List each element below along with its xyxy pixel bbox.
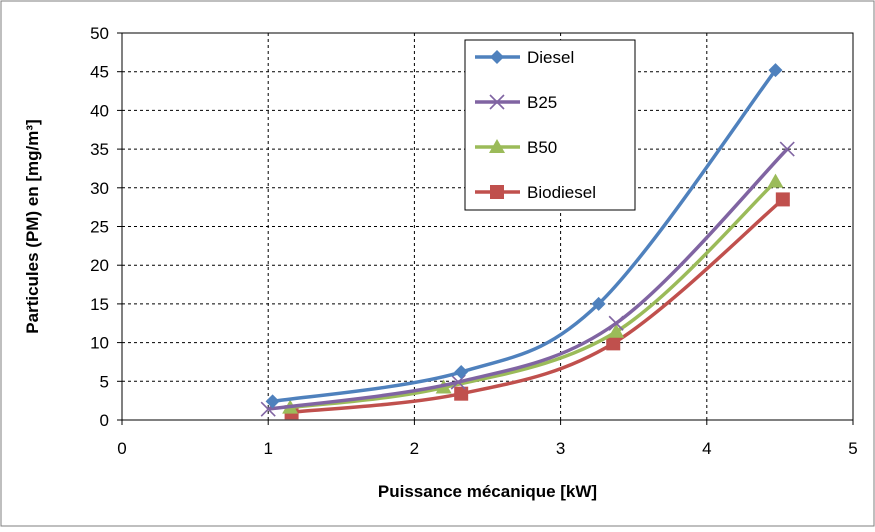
legend-box (464, 39, 636, 211)
data-point (591, 296, 606, 311)
data-point (450, 374, 466, 390)
x-tick-label: 2 (410, 439, 419, 458)
data-point (608, 323, 625, 338)
series-line (291, 198, 784, 414)
legend-marker (489, 94, 505, 110)
legend-label: Biodiesel (527, 183, 596, 202)
legend-marker (490, 50, 504, 64)
legend: Diesel B25 B50 Biodiesel (464, 39, 636, 211)
x-tick-label: 3 (556, 439, 565, 458)
x-tick-label: 0 (117, 439, 126, 458)
y-tick-label: 20 (90, 256, 109, 275)
legend-marker (489, 139, 505, 153)
data-point (265, 394, 280, 409)
data-point (454, 386, 469, 401)
legend-entry-b50: B50 (475, 138, 557, 157)
data-point (775, 192, 790, 207)
series-biodiesel (284, 192, 790, 420)
y-tick-label: 30 (90, 179, 109, 198)
legend-entry-biodiesel: Biodiesel (475, 183, 596, 202)
data-point (608, 315, 624, 331)
data-point (606, 336, 621, 351)
grid-lines (122, 33, 853, 420)
series-line (272, 69, 777, 404)
series-diesel (265, 63, 783, 409)
series-line (267, 147, 789, 411)
x-tick-label: 1 (263, 439, 272, 458)
legend-label: B50 (527, 138, 557, 157)
y-tick-label: 45 (90, 63, 109, 82)
x-tick-label: 5 (848, 439, 857, 458)
legend-marker (490, 185, 504, 199)
y-tick-label: 35 (90, 140, 109, 159)
data-point (454, 365, 469, 380)
legend-entry-b25: B25 (475, 93, 557, 112)
y-tick-label: 10 (90, 334, 109, 353)
data-point (779, 141, 795, 157)
x-axis-title: Puissance mécanique [kW] (378, 482, 597, 501)
legend-entry-diesel: Diesel (475, 48, 574, 67)
legend-label: B25 (527, 93, 557, 112)
y-tick-label: 15 (90, 295, 109, 314)
series-line (289, 180, 777, 410)
y-tick-label: 40 (90, 101, 109, 120)
y-tick-label: 25 (90, 218, 109, 237)
data-point (768, 63, 783, 78)
y-tick-label: 50 (90, 24, 109, 43)
legend-label: Diesel (527, 48, 574, 67)
x-tick-label: 4 (702, 439, 711, 458)
data-point (767, 173, 784, 188)
y-axis-title: Particules (PM) en [mg/m³] (23, 119, 42, 333)
series-group (260, 63, 795, 420)
y-tick-label: 0 (100, 411, 109, 430)
series-b25 (260, 141, 795, 417)
y-tick-label: 5 (100, 372, 109, 391)
